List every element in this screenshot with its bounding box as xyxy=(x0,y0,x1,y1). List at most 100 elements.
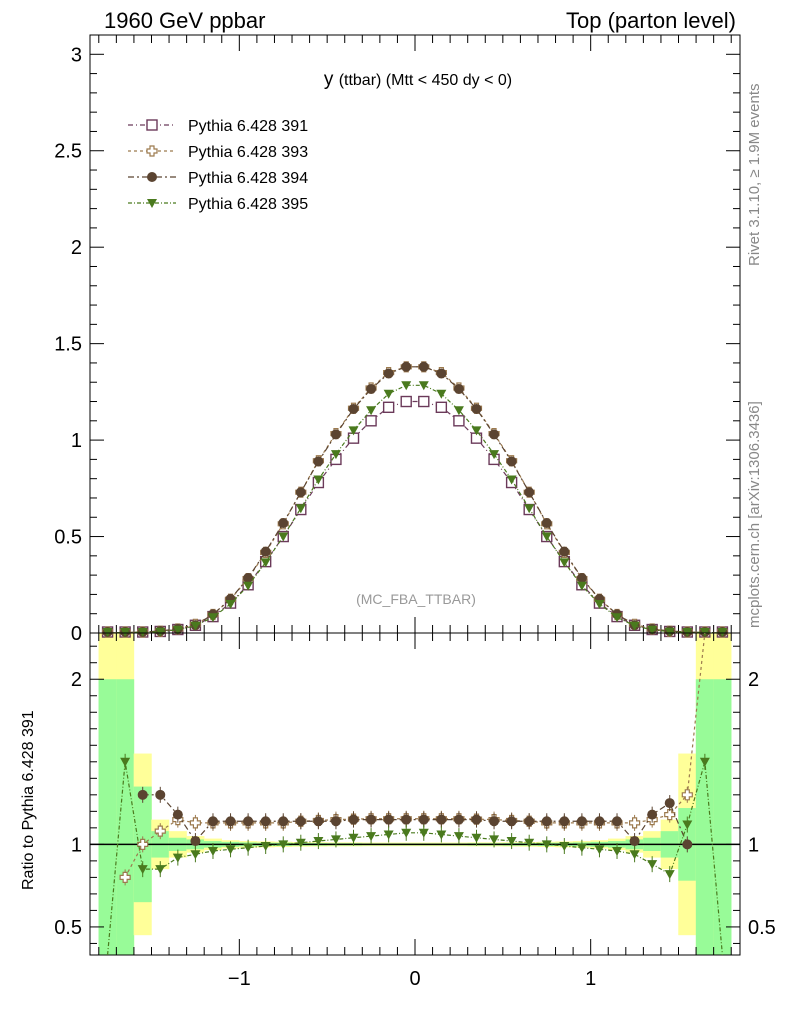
marker-filled-circle xyxy=(330,816,341,827)
marker-filled-circle xyxy=(541,518,552,529)
marker-filled-triangle-down xyxy=(453,832,464,842)
ratio-y-tick-label: 1 xyxy=(71,834,82,856)
marker-filled-triangle-down xyxy=(155,627,166,637)
marker-open-square xyxy=(382,401,395,414)
marker-filled-circle xyxy=(278,816,289,827)
marker-filled-circle xyxy=(147,172,157,182)
header-left: 1960 GeV ppbar xyxy=(104,8,266,33)
marker-filled-triangle-down xyxy=(612,846,623,856)
marker-filled-triangle-down xyxy=(313,837,324,847)
legend-label: Pythia 6.428 395 xyxy=(188,196,308,213)
ratio-series-line xyxy=(124,632,706,878)
marker-filled-triangle-down xyxy=(401,828,412,838)
marker-filled-circle xyxy=(594,816,605,827)
marker-filled-triangle-down xyxy=(418,828,429,838)
band-inner xyxy=(695,679,714,955)
marker-open-cross xyxy=(189,817,202,829)
marker-filled-triangle-down xyxy=(436,389,447,399)
y-tick-label: 1.5 xyxy=(54,334,82,356)
marker-filled-circle xyxy=(260,546,271,557)
marker-filled-triangle-down xyxy=(207,613,218,623)
marker-filled-triangle-down xyxy=(172,625,183,635)
marker-open-square xyxy=(365,415,377,427)
marker-filled-triangle-down xyxy=(436,830,447,840)
marker-filled-triangle-down xyxy=(330,835,341,845)
marker-filled-circle xyxy=(489,429,500,440)
marker-filled-triangle-down xyxy=(524,838,535,848)
marker-filled-triangle-down xyxy=(225,845,236,855)
marker-filled-circle xyxy=(260,816,271,827)
marker-filled-circle xyxy=(453,383,464,394)
marker-open-cross xyxy=(154,825,166,837)
marker-filled-triangle-down xyxy=(594,599,605,609)
marker-open-square xyxy=(146,119,158,131)
marker-filled-triangle-down xyxy=(489,450,500,460)
marker-filled-triangle-down xyxy=(576,581,587,591)
band-inner xyxy=(116,679,135,955)
marker-filled-circle xyxy=(225,816,236,827)
x-tick-label: 0 xyxy=(409,968,420,990)
plot-title: y (ttbar) (Mtt < 450 dy < 0) xyxy=(324,69,512,90)
marker-filled-triangle-down xyxy=(295,838,306,848)
marker-open-cross xyxy=(628,817,641,829)
marker-filled-triangle-down xyxy=(295,504,306,514)
marker-filled-triangle-down xyxy=(348,426,359,436)
marker-filled-triangle-down xyxy=(489,835,500,845)
marker-filled-circle xyxy=(348,403,359,414)
marker-filled-triangle-down xyxy=(260,842,271,852)
marker-filled-circle xyxy=(172,809,183,820)
marker-filled-circle xyxy=(155,789,166,800)
marker-filled-triangle-down xyxy=(418,381,429,391)
marker-filled-triangle-down xyxy=(225,599,236,609)
marker-filled-triangle-down xyxy=(612,613,623,623)
marker-filled-triangle-down xyxy=(313,475,324,485)
marker-filled-circle xyxy=(366,383,377,394)
marker-open-cross xyxy=(664,809,676,821)
marker-filled-circle xyxy=(383,814,394,825)
series-line xyxy=(107,366,723,634)
marker-filled-triangle-down xyxy=(453,406,464,416)
marker-filled-triangle-down xyxy=(629,621,640,631)
marker-filled-circle xyxy=(664,798,675,809)
marker-filled-circle xyxy=(137,789,148,800)
marker-filled-triangle-down xyxy=(664,627,675,637)
marker-filled-triangle-down xyxy=(383,830,394,840)
marker-filled-triangle-down xyxy=(664,870,675,880)
marker-filled-triangle-down xyxy=(278,840,289,850)
ratio-frame xyxy=(89,632,741,956)
marker-filled-circle xyxy=(471,403,482,414)
marker-filled-circle xyxy=(506,816,517,827)
marker-filled-triangle-down xyxy=(190,621,201,631)
marker-filled-circle xyxy=(471,814,482,825)
marker-filled-circle xyxy=(243,573,254,584)
marker-filled-triangle-down xyxy=(348,833,359,843)
header-right: Top (parton level) xyxy=(566,8,736,33)
watermark-label: (MC_FBA_TTBAR) xyxy=(356,591,476,607)
marker-filled-triangle-down xyxy=(524,504,535,514)
y-tick-label: 0 xyxy=(71,623,82,645)
marker-filled-circle xyxy=(682,839,693,850)
marker-filled-circle xyxy=(383,368,394,379)
band-inner xyxy=(98,679,117,955)
y-tick-label: 0.5 xyxy=(54,527,82,549)
marker-filled-circle xyxy=(207,816,218,827)
marker-filled-circle xyxy=(348,814,359,825)
marker-filled-triangle-down xyxy=(243,843,254,853)
marker-filled-triangle-down xyxy=(647,860,658,870)
marker-filled-circle xyxy=(524,816,535,827)
marker-filled-circle xyxy=(295,816,306,827)
legend: Pythia 6.428 391 Pythia 6.428 393 Pythia 6… xyxy=(128,118,308,213)
marker-filled-circle xyxy=(418,814,429,825)
marker-filled-circle xyxy=(489,816,500,827)
marker-filled-circle xyxy=(278,518,289,529)
marker-filled-circle xyxy=(401,361,412,372)
x-tick-label: 1 xyxy=(585,968,596,990)
marker-filled-circle xyxy=(647,809,658,820)
marker-filled-triangle-down xyxy=(401,381,412,391)
marker-filled-triangle-down xyxy=(207,846,218,856)
marker-filled-circle xyxy=(559,546,570,557)
marker-filled-triangle-down xyxy=(366,832,377,842)
marker-filled-circle xyxy=(295,487,306,498)
marker-filled-circle xyxy=(401,814,412,825)
ratio-series-2 xyxy=(137,786,693,853)
